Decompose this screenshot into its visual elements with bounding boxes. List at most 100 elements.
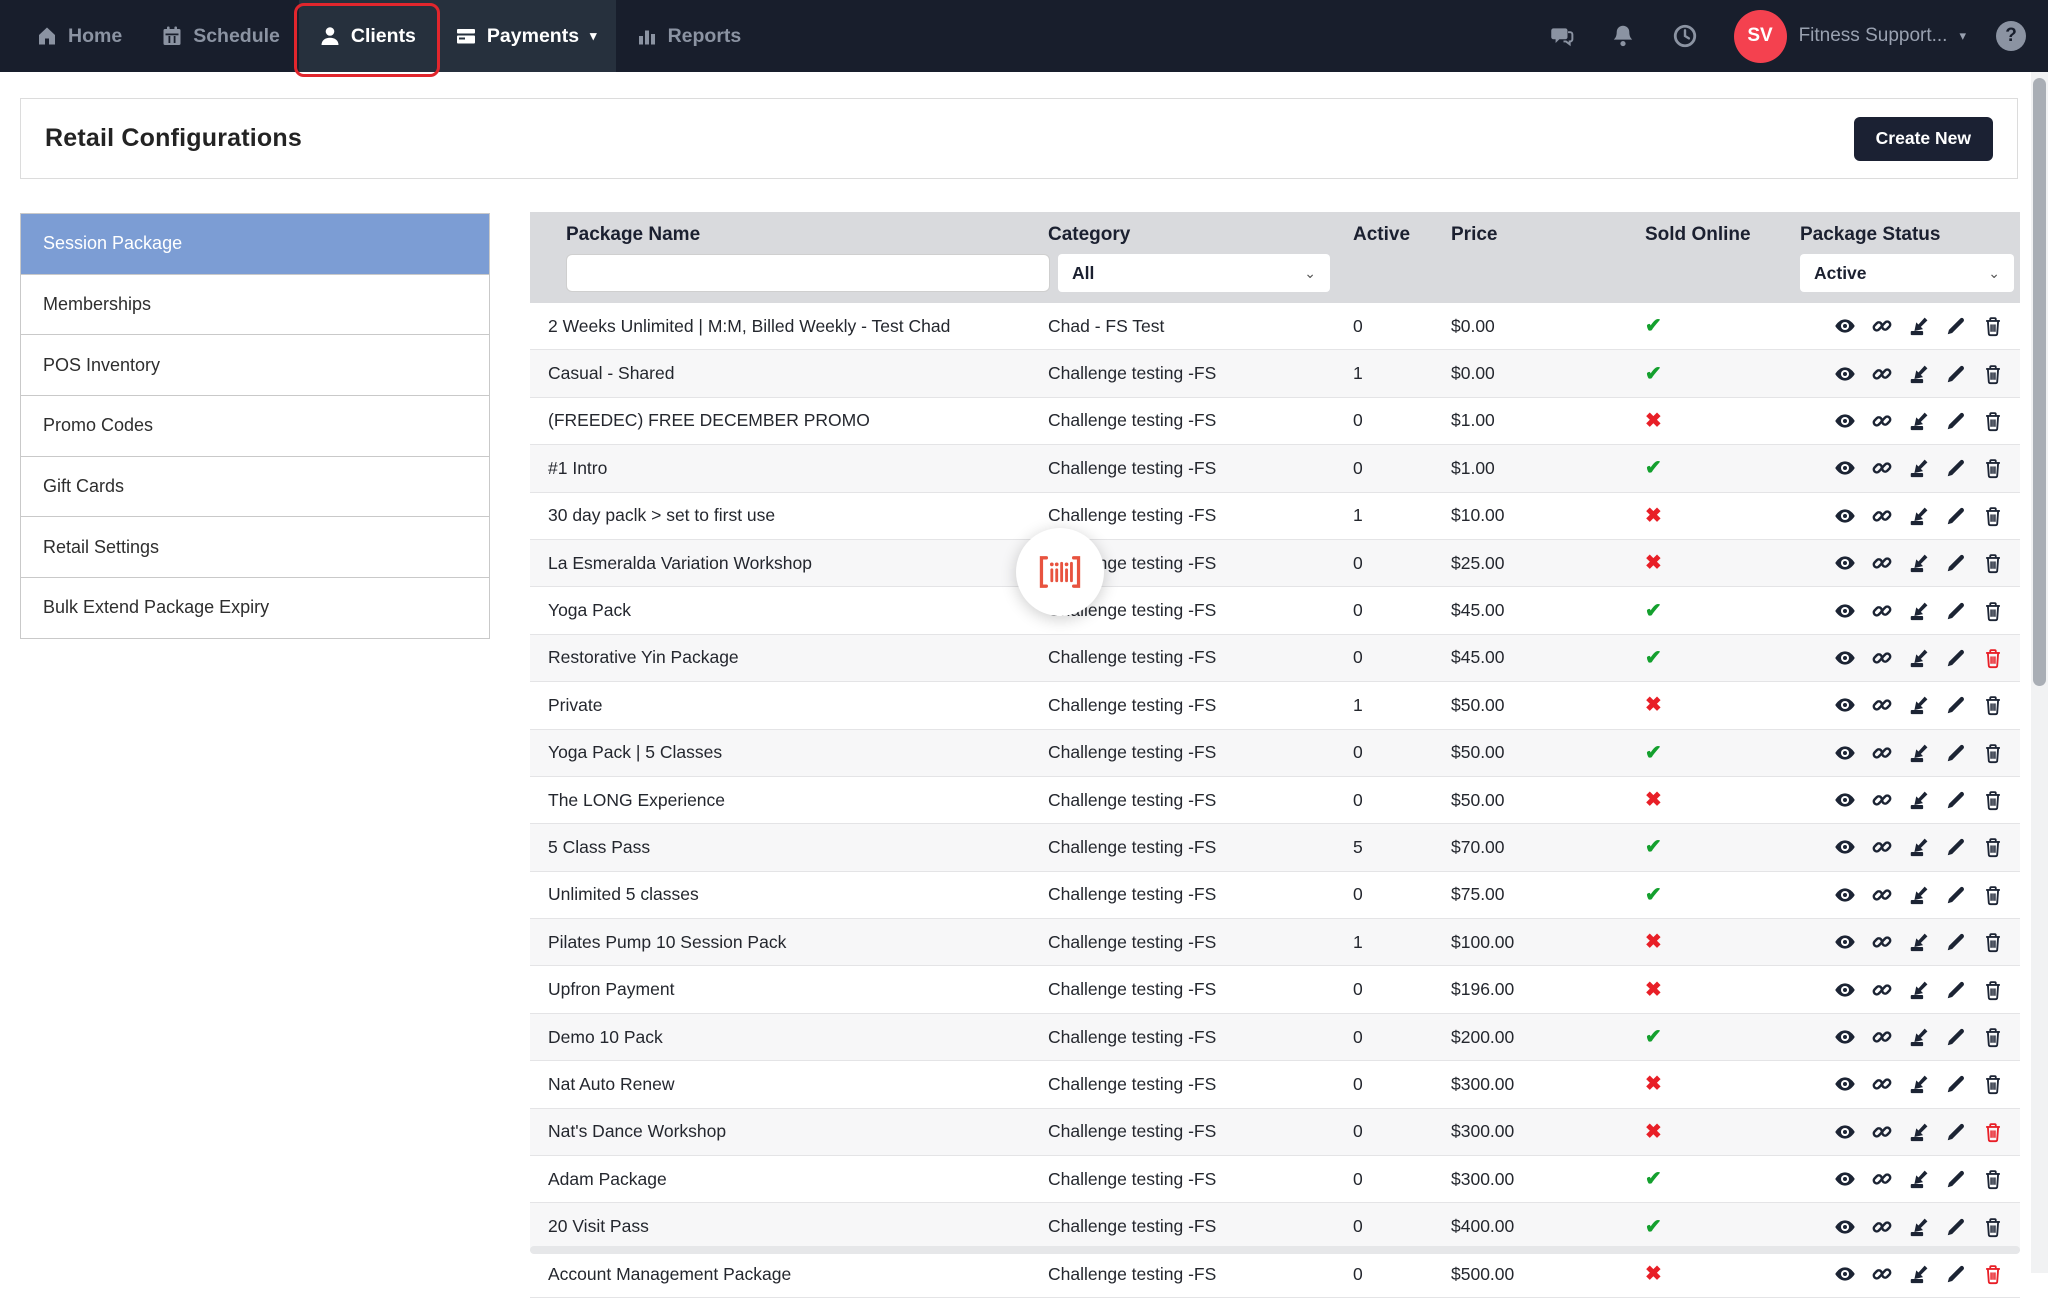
import-icon[interactable] [1908,647,1930,669]
pencil-icon[interactable] [1945,836,1967,858]
eye-icon[interactable] [1834,789,1856,811]
trash-icon[interactable] [1982,1026,2004,1048]
pencil-icon[interactable] [1945,1073,1967,1095]
link-icon[interactable] [1871,1168,1893,1190]
link-icon[interactable] [1871,600,1893,622]
import-icon[interactable] [1908,931,1930,953]
eye-icon[interactable] [1834,552,1856,574]
link-icon[interactable] [1871,931,1893,953]
vertical-scrollbar-thumb[interactable] [2033,78,2046,686]
import-icon[interactable] [1908,363,1930,385]
link-icon[interactable] [1871,1073,1893,1095]
eye-icon[interactable] [1834,884,1856,906]
create-new-button[interactable]: Create New [1853,116,1993,161]
eye-icon[interactable] [1834,1168,1856,1190]
eye-icon[interactable] [1834,1216,1856,1238]
pencil-icon[interactable] [1945,931,1967,953]
sidebar-item[interactable]: Session Package [21,214,489,275]
import-icon[interactable] [1908,1026,1930,1048]
nav-item-schedule[interactable]: Schedule [141,0,299,72]
nav-item-home[interactable]: Home [16,0,141,72]
link-icon[interactable] [1871,836,1893,858]
eye-icon[interactable] [1834,457,1856,479]
trash-icon[interactable] [1982,505,2004,527]
package-status-filter-select[interactable]: Active ⌄ [1800,254,2014,292]
pencil-icon[interactable] [1945,315,1967,337]
link-icon[interactable] [1871,505,1893,527]
nav-item-payments[interactable]: Payments ▾ [434,0,616,72]
trash-icon[interactable] [1982,1263,2004,1285]
trash-icon[interactable] [1982,647,2004,669]
sidebar-item[interactable]: POS Inventory [21,335,489,397]
clock-icon[interactable] [1672,23,1698,49]
eye-icon[interactable] [1834,315,1856,337]
eye-icon[interactable] [1834,647,1856,669]
horizontal-scrollbar[interactable] [530,1246,2020,1254]
import-icon[interactable] [1908,410,1930,432]
pencil-icon[interactable] [1945,457,1967,479]
link-icon[interactable] [1871,363,1893,385]
vertical-scrollbar-track[interactable] [2031,72,2048,1273]
link-icon[interactable] [1871,742,1893,764]
import-icon[interactable] [1908,694,1930,716]
category-filter-select[interactable]: All ⌄ [1058,254,1330,292]
pencil-icon[interactable] [1945,1216,1967,1238]
sidebar-item[interactable]: Gift Cards [21,456,489,518]
import-icon[interactable] [1908,1263,1930,1285]
pencil-icon[interactable] [1945,410,1967,432]
trash-icon[interactable] [1982,315,2004,337]
import-icon[interactable] [1908,505,1930,527]
pencil-icon[interactable] [1945,742,1967,764]
import-icon[interactable] [1908,1168,1930,1190]
link-icon[interactable] [1871,979,1893,1001]
import-icon[interactable] [1908,836,1930,858]
pencil-icon[interactable] [1945,884,1967,906]
eye-icon[interactable] [1834,600,1856,622]
pencil-icon[interactable] [1945,363,1967,385]
link-icon[interactable] [1871,694,1893,716]
link-icon[interactable] [1871,1026,1893,1048]
import-icon[interactable] [1908,979,1930,1001]
pencil-icon[interactable] [1945,600,1967,622]
eye-icon[interactable] [1834,505,1856,527]
eye-icon[interactable] [1834,1026,1856,1048]
link-icon[interactable] [1871,1121,1893,1143]
import-icon[interactable] [1908,600,1930,622]
import-icon[interactable] [1908,552,1930,574]
sidebar-item[interactable]: Bulk Extend Package Expiry [21,578,489,639]
user-avatar[interactable]: SV [1733,9,1787,63]
pencil-icon[interactable] [1945,505,1967,527]
help-icon[interactable]: ? [1996,21,2026,51]
chat-icon[interactable] [1548,23,1574,49]
import-icon[interactable] [1908,1121,1930,1143]
import-icon[interactable] [1908,789,1930,811]
trash-icon[interactable] [1982,1121,2004,1143]
pencil-icon[interactable] [1945,552,1967,574]
trash-icon[interactable] [1982,694,2004,716]
import-icon[interactable] [1908,884,1930,906]
pencil-icon[interactable] [1945,789,1967,811]
link-icon[interactable] [1871,789,1893,811]
trash-icon[interactable] [1982,600,2004,622]
trash-icon[interactable] [1982,552,2004,574]
import-icon[interactable] [1908,1216,1930,1238]
trash-icon[interactable] [1982,363,2004,385]
import-icon[interactable] [1908,457,1930,479]
trash-icon[interactable] [1982,742,2004,764]
link-icon[interactable] [1871,315,1893,337]
sidebar-item[interactable]: Memberships [21,274,489,336]
package-name-filter-input[interactable] [566,254,1050,292]
link-icon[interactable] [1871,1263,1893,1285]
eye-icon[interactable] [1834,363,1856,385]
bell-icon[interactable] [1610,23,1636,49]
eye-icon[interactable] [1834,1263,1856,1285]
pencil-icon[interactable] [1945,1168,1967,1190]
pencil-icon[interactable] [1945,1026,1967,1048]
eye-icon[interactable] [1834,694,1856,716]
import-icon[interactable] [1908,1073,1930,1095]
trash-icon[interactable] [1982,884,2004,906]
pencil-icon[interactable] [1945,647,1967,669]
link-icon[interactable] [1871,457,1893,479]
eye-icon[interactable] [1834,931,1856,953]
trash-icon[interactable] [1982,836,2004,858]
